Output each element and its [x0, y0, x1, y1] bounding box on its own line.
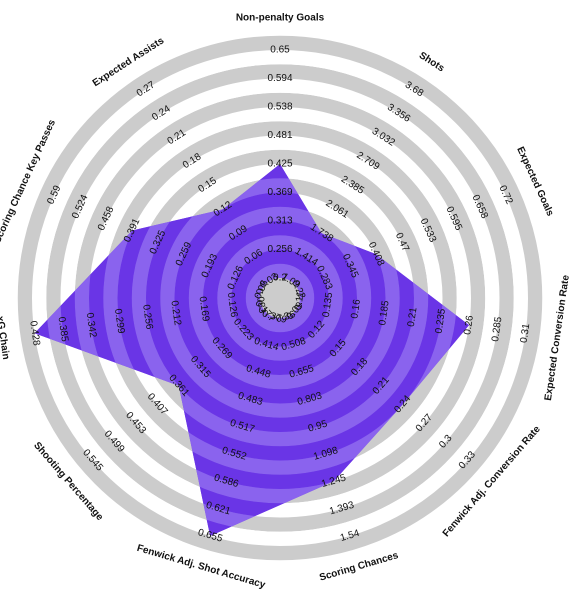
tick-label: 0.212 — [168, 300, 183, 327]
radar-ring — [32, 50, 528, 546]
tick-label: 0.256 — [267, 244, 292, 255]
axis-label: Non-penalty Goals — [236, 12, 325, 23]
axis-label: Shots — [417, 50, 447, 75]
tick-label: 0.594 — [267, 73, 292, 84]
tick-label: 0.26 — [462, 314, 476, 335]
tick-label: 0.256 — [140, 304, 155, 331]
tick-label: 0.425 — [267, 159, 292, 170]
tick-label: 0.481 — [267, 130, 292, 141]
tick-label: 0.235 — [434, 308, 449, 335]
radar-ring — [60, 78, 500, 518]
tick-label: 0.65 — [270, 45, 290, 56]
tick-label: 0.31 — [519, 322, 533, 343]
tick-label: 0.299 — [112, 308, 127, 335]
radar-ring — [17, 35, 543, 561]
tick-label: 0.16 — [349, 298, 363, 319]
radar-area-band — [131, 164, 429, 447]
tick-label: 0.21 — [406, 306, 420, 327]
radar-area-band — [245, 263, 315, 333]
tick-label: 0.169 — [197, 296, 212, 323]
tick-label: 1.54 — [339, 528, 361, 544]
tick-label: 0.369 — [267, 187, 292, 198]
radar-area-band — [160, 178, 400, 418]
axis-label: Expected Conversion Rate — [543, 274, 572, 401]
radar-area-band — [174, 192, 386, 404]
tick-label: 0.185 — [377, 299, 392, 326]
radar-area-band — [203, 221, 357, 375]
tick-label: 0.285 — [490, 316, 505, 343]
tick-label: 0.538 — [267, 102, 292, 113]
tick-label: 0.36 — [275, 309, 297, 325]
radar-area-band — [217, 235, 343, 361]
radar-area-band — [74, 164, 470, 504]
tick-label: 0.313 — [267, 216, 292, 227]
radar-area-band — [188, 206, 372, 390]
radar-center — [260, 278, 300, 318]
tick-label: 0.428 — [27, 320, 42, 347]
tick-label: 0.083 — [253, 288, 268, 315]
radar-area-band — [231, 249, 329, 347]
radar-ring — [46, 64, 514, 532]
tick-label: 0.95 — [307, 418, 329, 434]
tick-label: 0.135 — [321, 291, 336, 318]
tick-label: 0.385 — [56, 316, 71, 343]
tick-label: 0.11 — [293, 290, 307, 311]
axis-label: xG Chain — [0, 315, 11, 360]
tick-label: 0.126 — [225, 292, 240, 319]
tick-label: 0.2 — [273, 273, 287, 284]
tick-label: 0.342 — [84, 312, 99, 339]
radar-area-band — [146, 164, 414, 432]
